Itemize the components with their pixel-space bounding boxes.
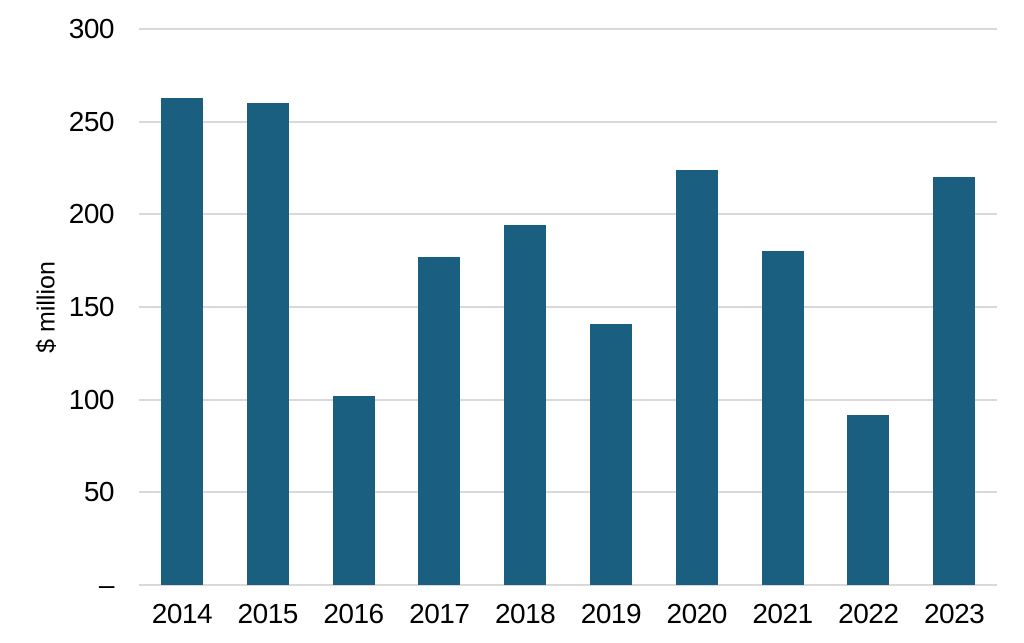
- x-tick-label-2022: 2022: [838, 598, 899, 629]
- gridline-0: [139, 584, 997, 586]
- bar-2021: [761, 251, 804, 585]
- x-tick-label-2018: 2018: [494, 598, 556, 629]
- x-tick-label-2014: 2014: [151, 598, 213, 629]
- y-tick-label-300: 300: [68, 13, 115, 44]
- bar-2023: [933, 177, 976, 585]
- bar-2014: [160, 97, 203, 585]
- y-tick-label-0: –: [98, 569, 115, 600]
- y-tick-label-100: 100: [68, 383, 115, 415]
- gridline-250: [139, 120, 997, 123]
- x-tick-label-2017: 2017: [409, 598, 470, 629]
- bar-2019: [589, 323, 632, 585]
- x-tick-label-2015: 2015: [237, 598, 299, 629]
- bar-2022: [847, 414, 890, 585]
- x-tick-label-2016: 2016: [323, 598, 384, 629]
- gridline-200: [139, 213, 997, 216]
- bar-2015: [246, 103, 289, 585]
- bar-2018: [504, 225, 547, 585]
- bar-2017: [418, 256, 461, 585]
- gridline-50: [139, 491, 997, 494]
- gridline-100: [139, 398, 997, 401]
- bar-2020: [675, 169, 718, 585]
- x-tick-label-2019: 2019: [580, 598, 642, 629]
- bar-2016: [332, 395, 375, 585]
- gridline-150: [139, 306, 997, 308]
- y-tick-label-50: 50: [83, 476, 115, 508]
- x-tick-label-2023: 2023: [923, 598, 985, 629]
- y-tick-label-200: 200: [68, 198, 115, 230]
- gridline-300: [139, 28, 997, 30]
- x-tick-label-2021: 2021: [752, 598, 813, 629]
- plot-area: [139, 28, 997, 586]
- y-tick-label-150: 150: [68, 291, 115, 322]
- y-tick-label-250: 250: [68, 105, 115, 137]
- x-tick-label-2020: 2020: [666, 598, 728, 629]
